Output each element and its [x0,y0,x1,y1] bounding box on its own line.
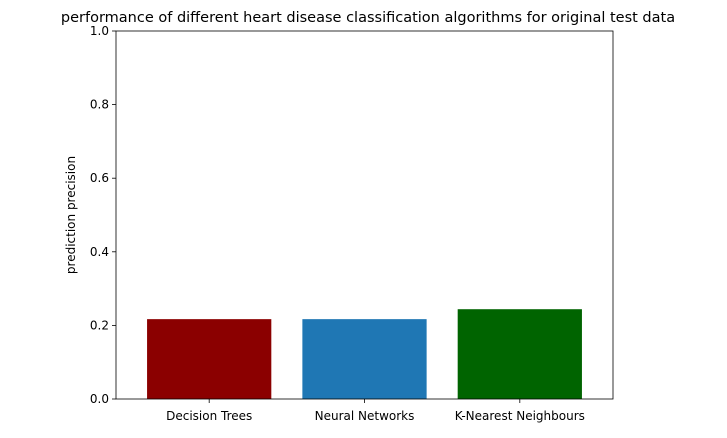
y-axis-ticks: 0.0 0.2 0.4 0.6 0.8 1.0 [90,24,116,406]
y-tick-label: 0.8 [90,98,109,112]
plot-frame [115,30,614,400]
bar-neural-networks [302,319,427,399]
chart-title: performance of different heart disease c… [61,10,675,26]
bar-series [147,309,582,399]
x-tick-label: Neural Networks [315,409,415,423]
x-tick-label: K-Nearest Neighbours [455,409,585,423]
y-tick-label: 0.0 [90,392,109,406]
bar-decision-trees [147,319,272,399]
y-tick-label: 0.4 [90,245,109,259]
y-axis-label: prediction precision [64,156,78,274]
bar-k-nearest-neighbours [457,309,582,399]
x-axis-ticks: Decision Trees Neural Networks K-Nearest N… [166,399,585,423]
y-tick-label: 0.6 [90,171,109,185]
x-tick-label: Decision Trees [166,409,252,423]
plot-area: 0.0 0.2 0.4 0.6 0.8 1.0 Decision Trees Neural N… [90,24,614,423]
y-tick-label: 0.2 [90,318,109,332]
y-tick-label: 1.0 [90,24,109,38]
